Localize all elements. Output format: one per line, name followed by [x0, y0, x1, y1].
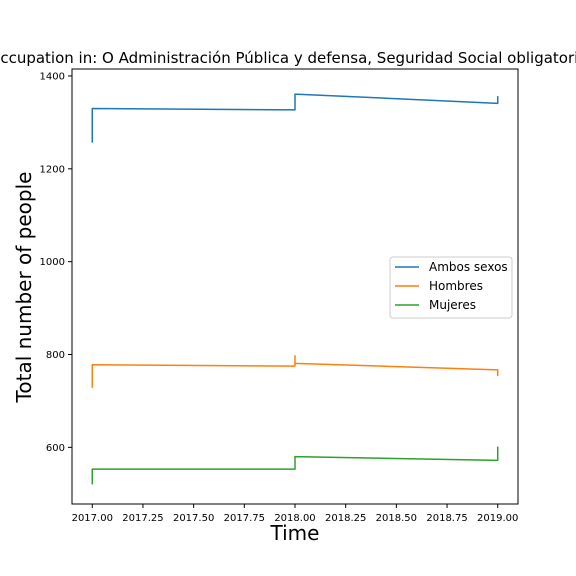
x-tick-label: 2018.25 [325, 513, 366, 524]
y-tick-label: 600 [46, 443, 65, 454]
y-axis-title: Total number of people [12, 172, 36, 404]
y-tick-label: 1000 [40, 257, 65, 268]
x-tick-label: 2017.75 [224, 513, 265, 524]
y-tick-label: 1400 [40, 71, 65, 82]
y-tick-label: 1200 [40, 164, 65, 175]
y-axis-ticks: 600 800 1000 1200 1400 [40, 71, 72, 454]
legend-label: Mujeres [429, 298, 476, 312]
x-tick-label: 2019.00 [477, 513, 518, 524]
x-tick-label: 2018.00 [274, 513, 315, 524]
chart-title: Occupation in: O Administración Pública … [0, 49, 576, 67]
series-line-mujeres [91, 446, 499, 485]
legend: Ambos sexos Hombres Mujeres [389, 256, 513, 319]
y-tick-label: 800 [46, 350, 65, 361]
series-line-ambos-sexos [91, 93, 499, 143]
x-axis-title: Time [270, 521, 320, 545]
legend-box [389, 256, 513, 319]
legend-label: Ambos sexos [429, 260, 508, 274]
x-tick-label: 2018.75 [426, 513, 467, 524]
x-axis-ticks: 2017.00 2017.25 2017.50 2017.75 2018.00 2018.… [72, 504, 518, 524]
series-line-hombres [91, 355, 499, 388]
x-tick-label: 2017.50 [173, 513, 214, 524]
x-tick-label: 2017.00 [72, 513, 113, 524]
x-tick-label: 2017.25 [122, 513, 163, 524]
x-tick-label: 2018.50 [376, 513, 417, 524]
legend-label: Hombres [429, 279, 483, 293]
plot-series-layer [91, 93, 499, 485]
